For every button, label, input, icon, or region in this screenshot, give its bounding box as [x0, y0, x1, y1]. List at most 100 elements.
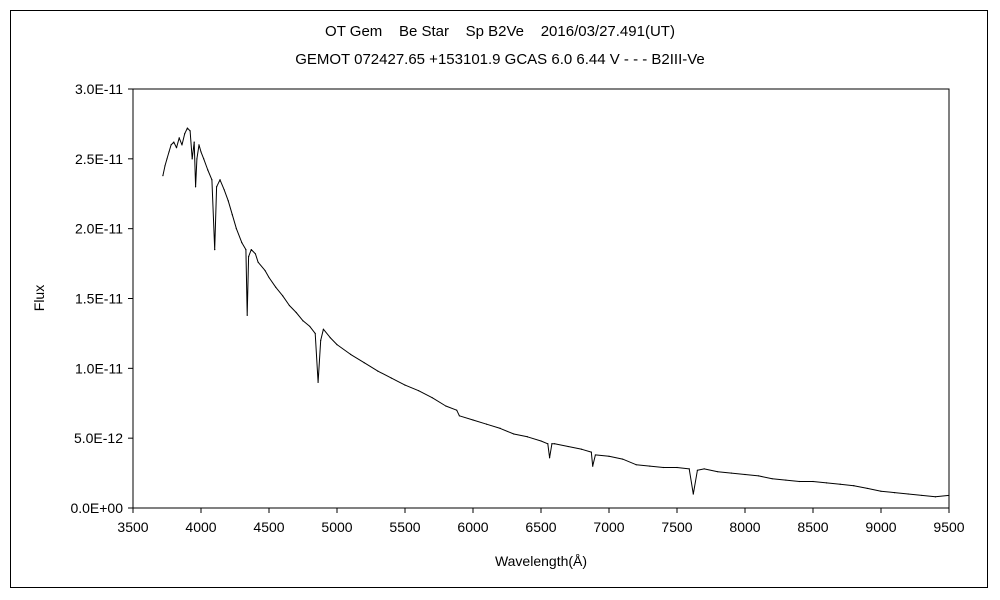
x-axis: 3500 4000 4500 5000 5500 6000 6500 7000 7500 8000… — [117, 508, 965, 535]
data-point — [320, 339, 322, 341]
data-point — [295, 311, 297, 314]
data-point — [486, 423, 488, 425]
data-point — [219, 179, 221, 181]
data-point — [934, 496, 937, 498]
chart-title: OT Gem Be Star Sp B2Ve 2016/03/27.491(UT… — [325, 23, 675, 40]
data-point — [184, 133, 186, 135]
data-point — [499, 427, 501, 429]
data-point — [191, 158, 193, 160]
data-point — [363, 362, 365, 364]
data-point — [317, 381, 319, 383]
data-point — [194, 186, 197, 188]
data-point — [592, 465, 594, 467]
data-point — [162, 174, 164, 177]
data-point — [168, 151, 170, 153]
data-point — [173, 141, 175, 143]
data-point — [548, 457, 551, 459]
data-point — [196, 158, 198, 160]
data-point — [207, 169, 209, 171]
x-tick-label: 6000 — [457, 519, 488, 535]
data-point — [193, 141, 195, 143]
data-point — [676, 466, 678, 469]
data-point — [350, 353, 352, 355]
y-axis: 0.0E+00 5.0E-12 1.0E-11 1.5E-11 2.0E-11 2.5E-… — [70, 81, 133, 516]
data-point — [662, 466, 665, 469]
y-tick-label: 1.5E-11 — [75, 291, 123, 307]
data-point — [907, 493, 909, 495]
data-point — [248, 256, 250, 258]
data-point — [164, 165, 166, 167]
data-point — [894, 492, 896, 494]
data-point — [948, 494, 950, 497]
data-point — [608, 455, 610, 457]
x-tick-label: 5000 — [321, 519, 352, 535]
data-point — [231, 214, 233, 216]
x-tick-label: 5500 — [389, 519, 420, 535]
data-point — [245, 249, 247, 251]
data-point — [771, 478, 773, 480]
x-tick-label: 6500 — [525, 519, 556, 535]
data-point — [866, 487, 869, 490]
data-point — [166, 158, 168, 160]
x-tick-label: 3500 — [117, 519, 148, 535]
x-tick-label: 7500 — [661, 519, 692, 535]
data-point — [445, 405, 447, 407]
data-point — [282, 295, 284, 297]
data-point — [268, 276, 270, 279]
data-point — [189, 130, 191, 132]
data-point — [551, 443, 553, 445]
x-tick-label: 9000 — [865, 519, 896, 535]
data-point — [812, 480, 814, 483]
data-point — [329, 337, 331, 339]
data-point — [302, 320, 304, 322]
data-point — [198, 144, 200, 146]
y-tick-label: 1.0E-11 — [75, 360, 123, 376]
data-point — [178, 137, 180, 139]
data-point — [635, 464, 637, 466]
data-point — [458, 415, 460, 417]
data-point — [418, 390, 420, 392]
data-point — [314, 332, 316, 335]
data-point — [880, 490, 882, 492]
data-point — [214, 249, 216, 251]
data-point — [431, 397, 433, 399]
data-point — [526, 436, 529, 438]
y-tick-label: 2.0E-11 — [75, 221, 123, 237]
data-point — [839, 483, 841, 485]
y-tick-label: 0.0E+00 — [70, 500, 123, 516]
x-tick-label: 4000 — [185, 519, 216, 535]
data-point — [703, 468, 705, 470]
data-point — [186, 127, 188, 129]
data-point — [798, 480, 801, 483]
data-point — [730, 472, 733, 474]
data-point — [203, 158, 205, 160]
data-point — [250, 249, 252, 251]
data-point — [717, 471, 719, 473]
data-point — [513, 433, 515, 435]
data-point — [744, 473, 746, 476]
y-axis-title: Flux — [31, 285, 47, 311]
data-point — [622, 458, 624, 460]
data-point — [456, 409, 458, 411]
data-point — [826, 482, 828, 484]
x-tick-label: 9500 — [933, 519, 964, 535]
data-point — [649, 465, 651, 467]
data-point — [170, 144, 172, 146]
data-point — [223, 188, 225, 191]
data-point — [227, 200, 229, 202]
data-point — [309, 325, 311, 328]
data-point — [404, 384, 406, 386]
data-point — [853, 485, 855, 487]
data-point — [594, 454, 597, 456]
data-point — [235, 228, 237, 230]
x-tick-label: 8000 — [729, 519, 760, 535]
data-point — [390, 377, 392, 379]
data-point — [246, 314, 248, 316]
data-point — [921, 494, 923, 497]
data-point — [275, 286, 277, 288]
chart-frame — [10, 10, 988, 588]
y-tick-label: 3.0E-11 — [75, 81, 123, 97]
data-point — [216, 186, 218, 188]
x-tick-label: 4500 — [253, 519, 284, 535]
chart-subtitle: GEMOT 072427.65 +153101.9 GCAS 6.0 6.44 … — [295, 51, 705, 68]
